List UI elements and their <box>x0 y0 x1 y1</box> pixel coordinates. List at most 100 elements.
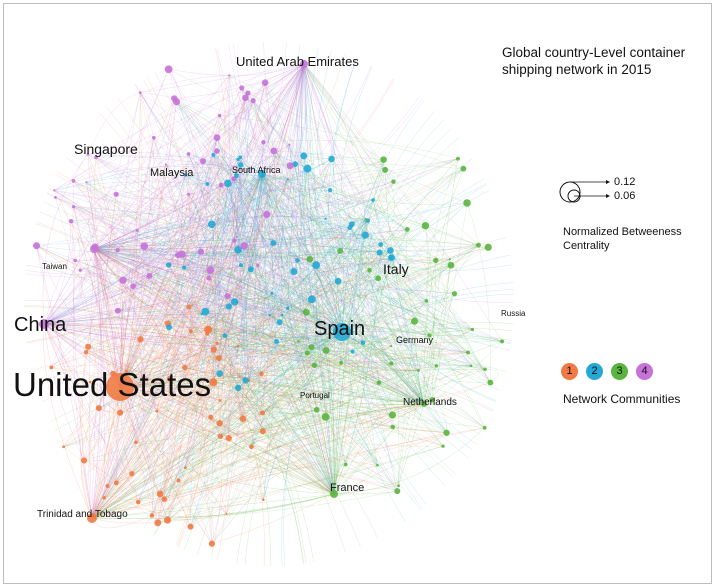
network-node <box>86 152 90 156</box>
network-edge <box>159 345 392 495</box>
network-edge <box>43 221 72 325</box>
network-edge <box>98 315 270 409</box>
network-edge <box>63 173 263 447</box>
network-edge <box>80 269 392 364</box>
network-node <box>105 483 110 489</box>
network-node <box>307 295 316 304</box>
network-edge <box>36 245 93 519</box>
network-edge <box>142 79 217 548</box>
network-node <box>225 303 233 310</box>
network-edge <box>43 224 212 325</box>
network-node <box>135 499 141 505</box>
network-node <box>376 380 382 385</box>
network-edge <box>119 386 447 433</box>
network-edge <box>178 158 459 481</box>
network-edge <box>176 101 234 179</box>
network-edge <box>218 357 425 405</box>
network-edge <box>188 153 335 495</box>
network-node <box>322 347 330 354</box>
network-edge <box>237 168 464 389</box>
network-edge <box>137 240 235 503</box>
network-edge <box>86 182 425 405</box>
network-edge <box>333 257 392 495</box>
network-edge <box>423 259 451 405</box>
network-edge <box>303 63 391 251</box>
network-edge <box>119 386 335 495</box>
network-edge <box>245 100 263 175</box>
network-edge <box>190 175 237 332</box>
network-edge <box>227 158 332 297</box>
network-edge <box>26 78 395 343</box>
network-node <box>163 516 172 524</box>
network-edge <box>237 387 335 495</box>
network-edge <box>93 248 170 379</box>
size-legend-value-small: 0.06 <box>614 190 636 202</box>
network-edge <box>137 63 305 503</box>
network-edge <box>325 214 366 236</box>
network-edge <box>378 278 437 366</box>
network-edge <box>307 168 381 245</box>
network-edge <box>273 150 491 383</box>
label-portugal: Portugal <box>300 391 330 400</box>
network-node <box>321 412 330 421</box>
network-edge <box>208 329 419 371</box>
network-edge <box>341 331 472 369</box>
network-edge <box>91 493 335 519</box>
network-edge <box>219 164 241 424</box>
network-edge <box>151 437 229 516</box>
network-edge <box>264 82 343 333</box>
network-node <box>288 143 291 146</box>
network-edge <box>263 82 273 500</box>
network-edge <box>237 250 341 347</box>
network-edge <box>303 63 503 342</box>
network-edge <box>93 248 209 330</box>
network-edge <box>293 271 419 371</box>
network-edge <box>91 513 227 524</box>
network-edge <box>316 224 353 266</box>
network-edge <box>207 183 242 266</box>
network-edge <box>93 248 219 359</box>
network-edge <box>119 365 315 388</box>
network-edge <box>153 137 370 271</box>
network-edge <box>156 409 326 418</box>
network-edge <box>262 63 305 414</box>
network-edge <box>135 244 381 443</box>
network-edge <box>93 248 473 330</box>
network-edge <box>228 306 342 364</box>
network-edge <box>132 286 425 405</box>
network-edge <box>257 265 393 416</box>
network-node <box>348 221 355 228</box>
network-edge <box>184 367 425 405</box>
network-node <box>361 231 369 239</box>
network-edge <box>224 335 425 405</box>
network-edge <box>74 260 335 495</box>
network-edge <box>98 257 392 409</box>
network-edge <box>73 180 283 316</box>
network-edge <box>423 260 437 405</box>
network-edge <box>43 234 366 325</box>
network-edge <box>117 63 305 311</box>
network-edge <box>227 224 353 297</box>
network-edge <box>119 154 214 388</box>
network-edge <box>135 346 312 443</box>
network-edge <box>335 332 425 405</box>
network-edge <box>132 173 263 287</box>
network-edge <box>43 100 254 325</box>
network-edge <box>169 378 335 495</box>
network-edge <box>303 63 353 225</box>
network-edge <box>228 306 246 347</box>
network-edge <box>201 173 263 315</box>
network-edge <box>140 75 230 93</box>
network-edge <box>135 442 398 492</box>
network-edge <box>43 323 157 412</box>
network-node <box>183 466 187 470</box>
network-edge <box>390 257 419 371</box>
network-node <box>167 375 173 382</box>
network-edge <box>103 383 213 498</box>
network-node <box>270 291 274 295</box>
network-edge <box>188 214 268 308</box>
network-edge <box>303 155 335 495</box>
network-edge <box>36 245 218 344</box>
network-edge <box>43 181 394 325</box>
network-edge <box>73 206 327 351</box>
